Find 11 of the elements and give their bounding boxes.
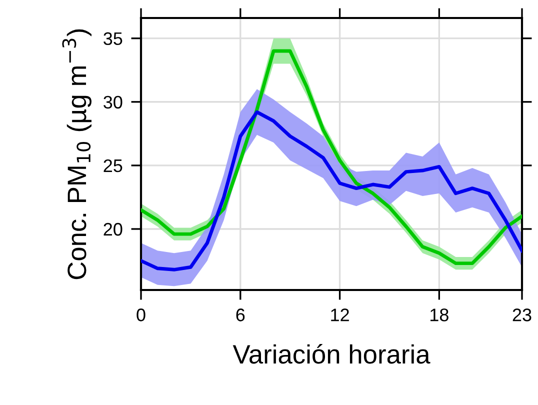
y-tick-label: 35 [104, 32, 122, 46]
x-tick-label: 23 [512, 308, 532, 322]
x-tick-label: 6 [236, 308, 245, 322]
x-tick-label: 12 [331, 308, 349, 322]
x-axis-title: Variación horaria [232, 344, 430, 364]
y-tick-label: 30 [104, 96, 122, 109]
x-tick-label: 0 [136, 308, 146, 322]
x-tick-label: 18 [430, 308, 448, 322]
y-axis-title: Conc. PM$_{10}$ (µg m$^{−3}$) [62, 29, 92, 280]
y-tick-label: 25 [104, 159, 122, 172]
y-tick-label: 20 [104, 222, 122, 236]
